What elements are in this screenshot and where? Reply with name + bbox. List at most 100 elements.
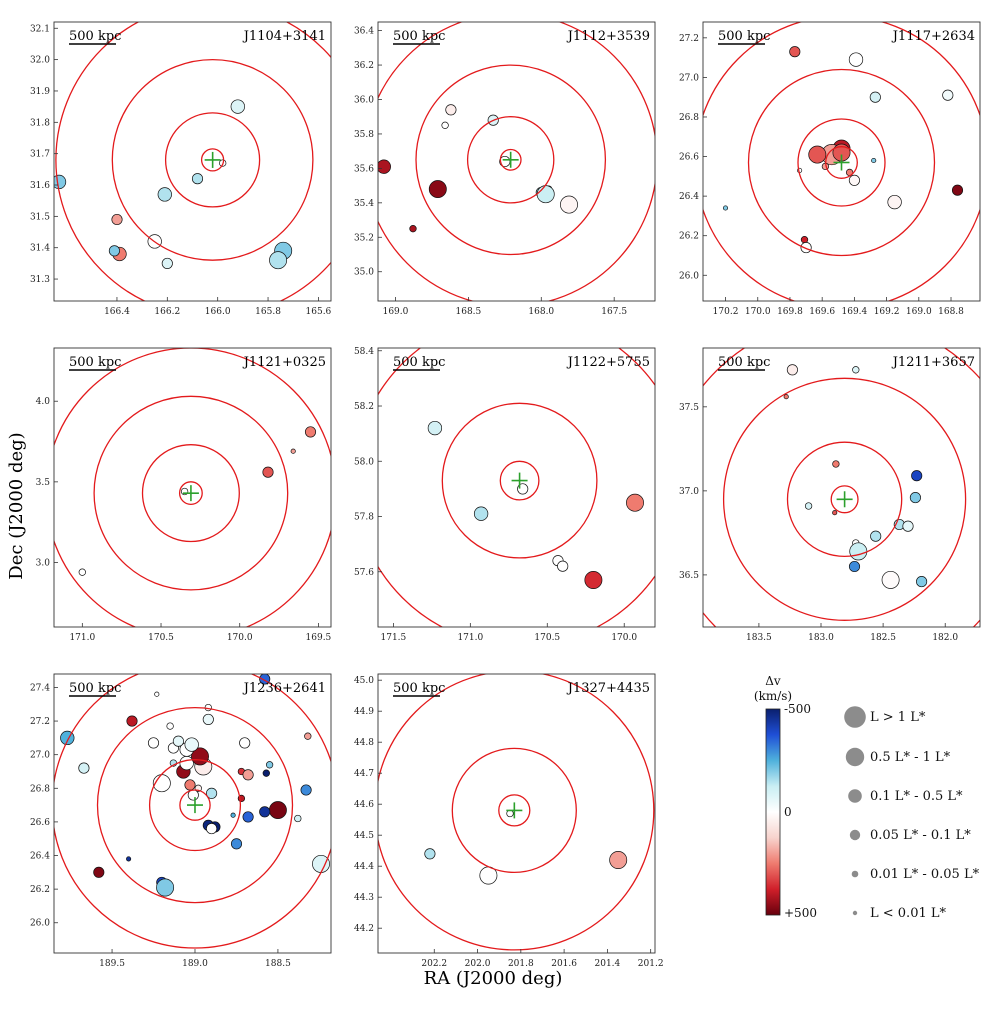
galaxy-marker	[869, 91, 881, 103]
galaxy-marker	[473, 506, 489, 521]
impact-ring	[54, 674, 331, 949]
x-tick-label: 189.0	[182, 959, 208, 969]
legend-label: 0.05 L* - 0.1 L*	[870, 828, 971, 843]
plot-area	[378, 674, 655, 951]
x-tick-label: 168.5	[456, 307, 482, 317]
y-tick-label: 57.8	[354, 513, 374, 523]
galaxy-marker	[230, 838, 243, 850]
galaxy-marker	[428, 180, 447, 199]
y-tick-label: 44.8	[354, 738, 374, 748]
y-tick-label: 3.5	[36, 478, 51, 488]
impact-ring	[141, 444, 240, 543]
impact-ring	[786, 441, 903, 558]
legend-marker	[848, 789, 862, 803]
galaxy-marker	[242, 769, 254, 781]
x-tick-label: 168.0	[528, 307, 554, 317]
galaxy-marker	[157, 187, 172, 202]
galaxy-marker	[951, 184, 964, 196]
impact-ring	[499, 148, 522, 171]
y-tick-label: 36.5	[679, 571, 699, 581]
x-tick-label: 169.5	[306, 633, 332, 643]
impact-ring	[96, 706, 294, 904]
x-tick-label: 169.2	[874, 307, 900, 317]
y-tick-label: 32.0	[30, 56, 50, 66]
y-tick-label: 35.0	[354, 268, 374, 278]
impact-ring	[722, 377, 967, 621]
colorbar-title-line2: (km/s)	[754, 689, 792, 703]
panels-group: 166.4 166.2 166.0 165.8 165.6 31.3 31.4 31.5 31.…	[30, 21, 981, 969]
galaxy-marker	[584, 571, 603, 589]
y-tick-label: 27.2	[30, 717, 50, 727]
legend-label: 0.01 L* - 0.05 L*	[870, 867, 980, 882]
panel-name: J1211+3657	[891, 355, 975, 370]
x-tick-label: 188.5	[265, 959, 291, 969]
scale-bar-label: 500 kpc	[393, 681, 445, 696]
galaxy-marker	[161, 257, 173, 269]
quasar-crosshair	[186, 797, 203, 814]
y-tick-label: 27.0	[679, 73, 699, 83]
galaxy-marker	[184, 737, 199, 752]
scale-bar-label: 500 kpc	[69, 355, 121, 370]
quasar-crosshair	[836, 491, 853, 508]
galaxy-marker	[881, 570, 900, 589]
panel-j1117+2634: 170.2 170.0 169.8 169.6 169.4 169.2 169.0 168.8…	[679, 21, 981, 317]
impact-ring	[797, 118, 886, 207]
galaxy-marker	[808, 145, 827, 164]
y-tick-label: 36.0	[354, 96, 374, 106]
panel-j1121+0325: 171.0 170.5 170.0 169.5 3.0 3.5 4.0 500 kpc J112…	[36, 347, 332, 643]
quasar-crosshair	[833, 154, 850, 171]
galaxy-marker	[300, 784, 312, 796]
galaxy-marker	[111, 213, 123, 226]
impact-ring	[178, 481, 203, 506]
x-tick-label: 170.0	[611, 633, 637, 643]
x-tick-label: 182.0	[932, 633, 958, 643]
y-tick-label: 37.0	[679, 487, 699, 497]
galaxy-marker	[626, 493, 644, 512]
galaxy-marker	[783, 394, 789, 400]
y-tick-label: 26.6	[679, 153, 699, 163]
x-tick-label: 170.0	[227, 633, 253, 643]
galaxy-marker	[206, 823, 218, 835]
y-tick-label: 3.0	[36, 558, 51, 568]
y-tick-label: 44.7	[354, 769, 374, 779]
galaxy-marker	[786, 364, 798, 376]
y-tick-label: 58.4	[354, 347, 374, 357]
galaxy-marker	[93, 866, 105, 878]
quasar-crosshair	[182, 485, 199, 502]
y-tick-label: 31.5	[30, 212, 50, 222]
legend-marker	[849, 829, 861, 841]
galaxy-marker	[126, 715, 138, 727]
y-tick-label: 26.8	[30, 784, 50, 794]
x-tick-label: 171.0	[457, 633, 483, 643]
galaxy-marker	[166, 722, 174, 730]
legend-marker	[851, 870, 859, 878]
galaxy-marker	[172, 735, 184, 747]
x-tick-label: 170.2	[713, 307, 739, 317]
y-tick-label: 44.3	[354, 893, 374, 903]
panel-name: J1236+2641	[242, 681, 326, 696]
y-tick-label: 44.9	[354, 707, 374, 717]
y-tick-label: 58.2	[354, 402, 374, 412]
colorbar-title-line1: Δv	[765, 674, 781, 688]
galaxy-marker	[265, 761, 274, 769]
galaxy-marker	[108, 245, 120, 257]
y-tick-label: 31.4	[30, 244, 50, 254]
x-tick-label: 169.0	[906, 307, 932, 317]
galaxy-marker	[536, 185, 555, 204]
y-tick-label: 35.6	[354, 164, 374, 174]
x-tick-label: 183.0	[808, 633, 834, 643]
scale-bar-label: 500 kpc	[718, 355, 770, 370]
plot-area	[54, 674, 331, 949]
galaxy-marker	[268, 801, 287, 820]
panel-frame	[377, 21, 656, 302]
galaxy-marker	[848, 52, 864, 67]
galaxy-marker	[269, 251, 288, 270]
x-tick-label: 168.8	[938, 307, 964, 317]
panel-j1104+3141: 166.4 166.2 166.0 165.8 165.6 31.3 31.4 31.5 31.…	[30, 21, 332, 317]
panel-name: J1104+3141	[242, 29, 326, 44]
galaxy-marker	[78, 762, 90, 774]
legend-marker	[845, 747, 865, 767]
impact-ring	[498, 794, 531, 827]
panel-j1112+3539: 169.0 168.5 168.0 167.5 35.0 35.2 35.4 35.6 35.8…	[354, 21, 656, 317]
